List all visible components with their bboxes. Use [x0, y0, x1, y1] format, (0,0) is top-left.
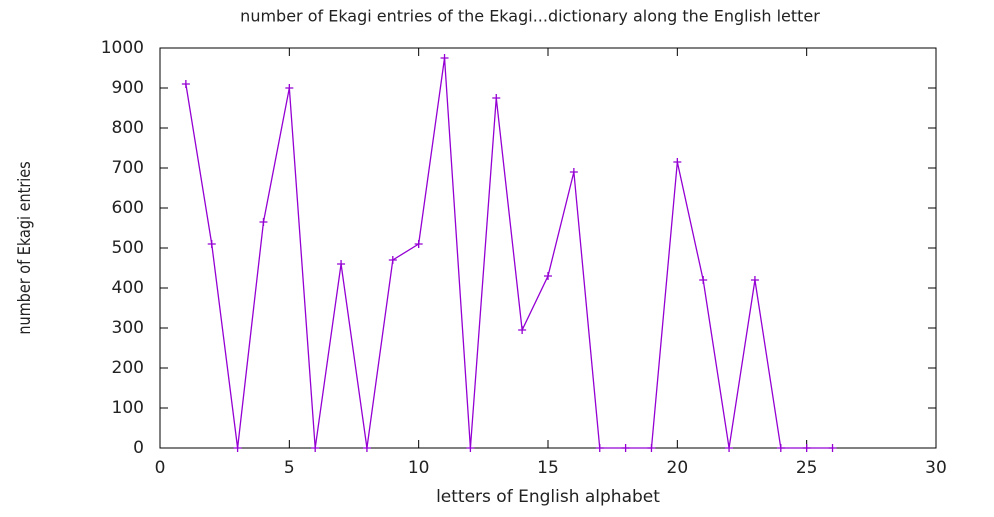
point-marker	[362, 444, 371, 452]
x-tick-label: 5	[284, 458, 295, 478]
point-marker	[518, 326, 527, 334]
y-tick-label: 500	[112, 238, 144, 258]
point-marker	[233, 444, 242, 452]
point-marker	[699, 276, 708, 284]
point-marker	[285, 84, 294, 92]
x-tick-label: 20	[667, 458, 689, 478]
point-marker	[595, 444, 604, 452]
plot-border	[159, 47, 937, 449]
point-marker	[259, 218, 268, 226]
x-axis-label: letters of English alphabet	[436, 487, 660, 507]
point-marker	[776, 444, 785, 452]
x-tick-label: 25	[796, 458, 818, 478]
point-marker	[311, 444, 320, 452]
point-marker	[440, 54, 449, 62]
y-tick-label: 900	[112, 78, 144, 98]
point-marker	[750, 276, 759, 284]
x-tick-label: 0	[155, 458, 166, 478]
point-marker	[414, 240, 423, 248]
point-marker	[492, 94, 501, 102]
point-marker	[207, 240, 216, 248]
y-axis-label: number of Ekagi entries	[14, 161, 34, 334]
point-marker	[828, 444, 837, 452]
line	[185, 57, 833, 449]
point-marker	[544, 272, 552, 280]
point-marker	[569, 168, 578, 176]
point-marker	[337, 260, 346, 268]
x-tick-label: 15	[537, 458, 559, 478]
chart-title: number of Ekagi entries of the Ekagi...d…	[240, 7, 820, 26]
y-tick-label: 600	[112, 198, 144, 218]
y-tick-label: 800	[112, 118, 144, 138]
y-tick-label: 300	[112, 318, 144, 338]
point-marker	[725, 444, 734, 452]
point-marker	[673, 158, 682, 166]
point-marker	[621, 444, 630, 452]
x-tick-label: 10	[408, 458, 430, 478]
point-marker	[388, 256, 397, 264]
y-tick-label: 0	[133, 438, 144, 458]
y-tick-label: 100	[112, 398, 144, 418]
y-tick-label: 400	[112, 278, 144, 298]
y-tick-label: 200	[112, 358, 144, 378]
y-tick-label: 1000	[101, 38, 144, 58]
point-marker	[466, 444, 475, 452]
x-tick-label: 30	[925, 458, 947, 478]
point-marker	[647, 444, 656, 452]
y-tick-label: 700	[112, 158, 144, 178]
point-marker	[802, 444, 811, 452]
point-marker	[181, 80, 190, 88]
